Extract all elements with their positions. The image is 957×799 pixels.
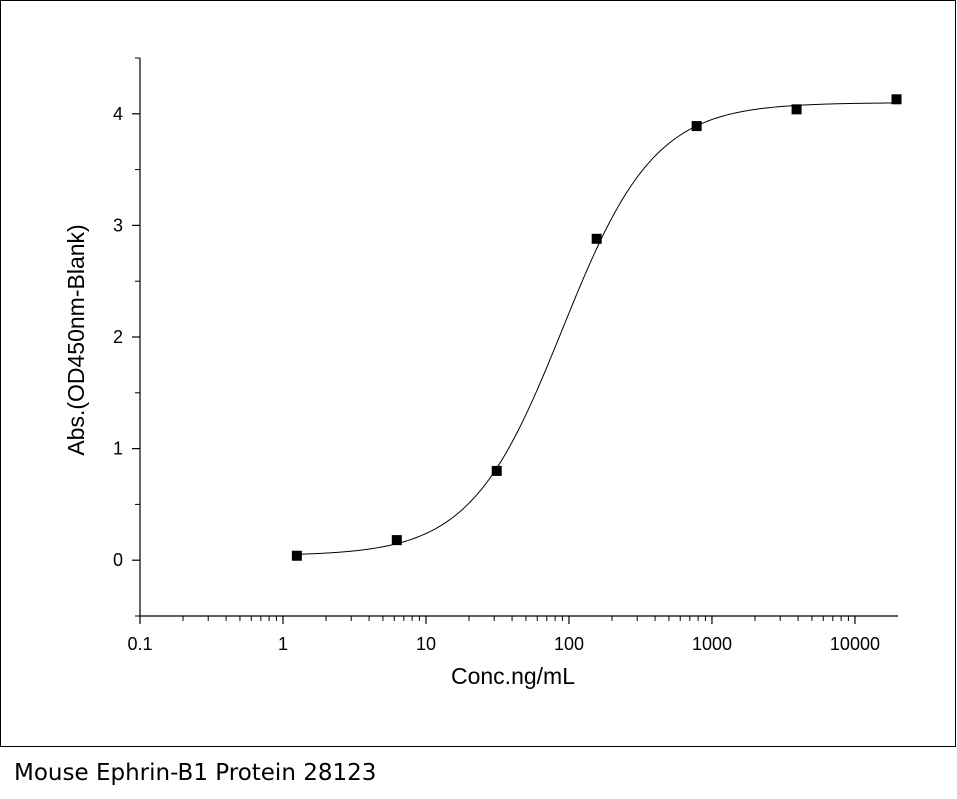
x-tick-label: 0.1 xyxy=(127,634,152,654)
x-axis-title: Conc.ng/mL xyxy=(451,663,575,689)
chart: 0.1 1 10 100 1000 10000 0 1 2 3 4 Conc.ng/mL Abs.(… xyxy=(63,57,902,689)
data-point xyxy=(291,550,302,561)
data-point xyxy=(591,233,602,244)
data-point xyxy=(491,465,502,476)
y-tick-label: 0 xyxy=(113,550,123,570)
x-tick-label: 1 xyxy=(278,634,288,654)
figure-caption: Mouse Ephrin-B1 Protein 28123 xyxy=(14,760,377,786)
y-axis-title: Abs.(OD450nm-Blank) xyxy=(63,224,89,455)
data-point xyxy=(391,535,402,546)
x-tick-label: 10 xyxy=(416,634,436,654)
x-tick-label: 100 xyxy=(554,634,584,654)
y-tick-label: 3 xyxy=(113,215,123,235)
axes: 0.1 1 10 100 1000 10000 0 1 2 3 4 xyxy=(113,57,898,654)
data-points xyxy=(291,94,902,561)
data-point xyxy=(791,104,802,115)
y-tick-label: 1 xyxy=(113,439,123,459)
y-tick-label: 4 xyxy=(113,104,123,124)
chart-frame xyxy=(0,0,956,747)
x-tick-label: 10000 xyxy=(830,634,880,654)
data-point xyxy=(691,121,702,132)
fit-curve xyxy=(296,102,897,555)
x-tick-label: 1000 xyxy=(692,634,732,654)
y-tick-label: 2 xyxy=(113,327,123,347)
data-point xyxy=(891,94,902,105)
